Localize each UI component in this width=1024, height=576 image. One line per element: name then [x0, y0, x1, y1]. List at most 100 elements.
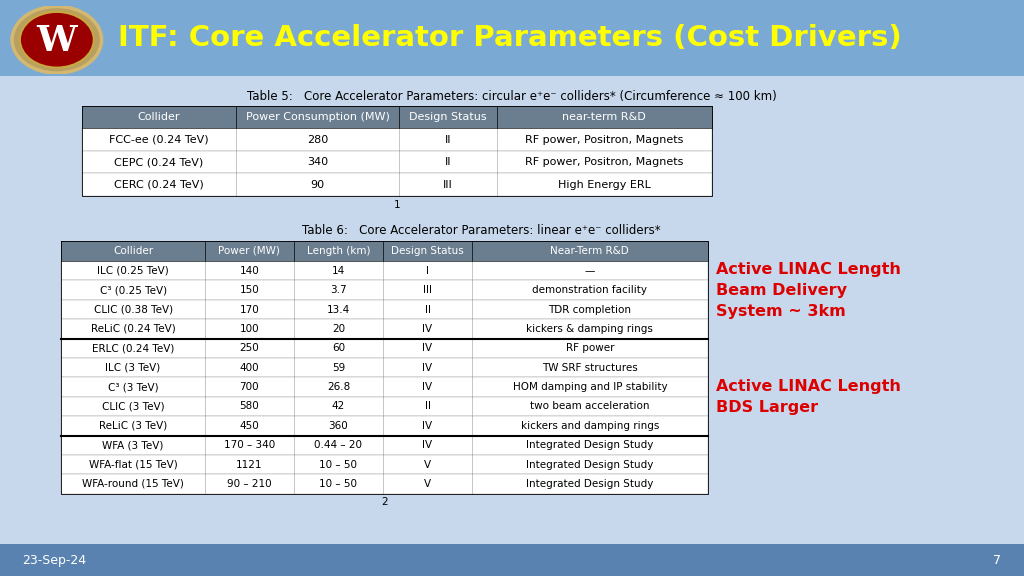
Text: Collider: Collider: [113, 246, 154, 256]
FancyBboxPatch shape: [61, 339, 708, 358]
Text: W: W: [37, 24, 77, 58]
Text: 280: 280: [307, 135, 328, 145]
Text: 10 – 50: 10 – 50: [319, 479, 357, 489]
Text: CERC (0.24 TeV): CERC (0.24 TeV): [114, 180, 204, 190]
Text: TDR completion: TDR completion: [548, 305, 632, 314]
Text: IV: IV: [423, 382, 432, 392]
Text: 10 – 50: 10 – 50: [319, 460, 357, 469]
Text: II: II: [425, 305, 430, 314]
Text: RF power, Positron, Magnets: RF power, Positron, Magnets: [525, 157, 683, 167]
Text: WFA-flat (15 TeV): WFA-flat (15 TeV): [89, 460, 177, 469]
Text: ITF: Core Accelerator Parameters (Cost Drivers): ITF: Core Accelerator Parameters (Cost D…: [118, 24, 901, 52]
Text: Integrated Design Study: Integrated Design Study: [526, 440, 653, 450]
Ellipse shape: [12, 6, 101, 73]
Text: Length (km): Length (km): [306, 246, 371, 256]
Text: 360: 360: [329, 421, 348, 431]
Text: 90: 90: [310, 180, 325, 190]
Text: CLIC (3 TeV): CLIC (3 TeV): [101, 401, 165, 411]
FancyBboxPatch shape: [61, 474, 708, 494]
Text: demonstration facility: demonstration facility: [532, 285, 647, 295]
Text: IV: IV: [423, 421, 432, 431]
Text: 340: 340: [307, 157, 328, 167]
Text: 170 – 340: 170 – 340: [223, 440, 275, 450]
Text: 13.4: 13.4: [327, 305, 350, 314]
Text: kickers and damping rings: kickers and damping rings: [520, 421, 659, 431]
Text: IV: IV: [423, 324, 432, 334]
Text: 100: 100: [240, 324, 259, 334]
FancyBboxPatch shape: [82, 151, 712, 173]
Text: 700: 700: [240, 382, 259, 392]
Text: 23-Sep-24: 23-Sep-24: [23, 554, 87, 567]
Text: Design Status: Design Status: [410, 112, 486, 122]
Text: 1121: 1121: [237, 460, 262, 469]
Text: 170: 170: [240, 305, 259, 314]
Text: Integrated Design Study: Integrated Design Study: [526, 479, 653, 489]
Text: Integrated Design Study: Integrated Design Study: [526, 460, 653, 469]
FancyBboxPatch shape: [82, 128, 712, 151]
Text: Power Consumption (MW): Power Consumption (MW): [246, 112, 389, 122]
Text: I: I: [426, 266, 429, 276]
Text: 60: 60: [332, 343, 345, 353]
Text: ILC (3 TeV): ILC (3 TeV): [105, 363, 161, 373]
FancyBboxPatch shape: [61, 241, 708, 261]
Text: Collider: Collider: [137, 112, 180, 122]
Text: II: II: [425, 401, 430, 411]
Text: Power (MW): Power (MW): [218, 246, 281, 256]
Text: RF power: RF power: [565, 343, 614, 353]
Text: ReLiC (0.24 TeV): ReLiC (0.24 TeV): [91, 324, 175, 334]
FancyBboxPatch shape: [61, 397, 708, 416]
Text: ILC (0.25 TeV): ILC (0.25 TeV): [97, 266, 169, 276]
Text: 0.44 – 20: 0.44 – 20: [314, 440, 362, 450]
Text: ERLC (0.24 TeV): ERLC (0.24 TeV): [92, 343, 174, 353]
FancyBboxPatch shape: [0, 544, 1024, 576]
FancyBboxPatch shape: [61, 319, 708, 339]
Text: 580: 580: [240, 401, 259, 411]
Text: HOM damping and IP stability: HOM damping and IP stability: [512, 382, 668, 392]
Text: Active LINAC Length
BDS Larger: Active LINAC Length BDS Larger: [716, 379, 901, 415]
Text: 14: 14: [332, 266, 345, 276]
Text: IV: IV: [423, 343, 432, 353]
Text: 26.8: 26.8: [327, 382, 350, 392]
Text: Active LINAC Length
Beam Delivery
System ~ 3km: Active LINAC Length Beam Delivery System…: [716, 262, 901, 319]
Text: near-term R&D: near-term R&D: [562, 112, 646, 122]
Text: 2: 2: [381, 497, 388, 507]
Text: Table 6:   Core Accelerator Parameters: linear e⁺e⁻ colliders*: Table 6: Core Accelerator Parameters: li…: [302, 224, 660, 237]
Text: 90 – 210: 90 – 210: [227, 479, 271, 489]
Text: 400: 400: [240, 363, 259, 373]
Text: ReLiC (3 TeV): ReLiC (3 TeV): [99, 421, 167, 431]
Text: 150: 150: [240, 285, 259, 295]
Text: 140: 140: [240, 266, 259, 276]
Text: IV: IV: [423, 440, 432, 450]
Text: CEPC (0.24 TeV): CEPC (0.24 TeV): [114, 157, 204, 167]
Text: RF power, Positron, Magnets: RF power, Positron, Magnets: [525, 135, 683, 145]
Text: C³ (0.25 TeV): C³ (0.25 TeV): [99, 285, 167, 295]
Text: Near-Term R&D: Near-Term R&D: [551, 246, 629, 256]
Text: Design Status: Design Status: [391, 246, 464, 256]
Text: 7: 7: [993, 554, 1001, 567]
Text: two beam acceleration: two beam acceleration: [530, 401, 649, 411]
Text: V: V: [424, 479, 431, 489]
FancyBboxPatch shape: [61, 261, 708, 281]
Text: Table 5:   Core Accelerator Parameters: circular e⁺e⁻ colliders* (Circumference : Table 5: Core Accelerator Parameters: ci…: [247, 90, 777, 103]
FancyBboxPatch shape: [61, 300, 708, 319]
Text: CLIC (0.38 TeV): CLIC (0.38 TeV): [93, 305, 173, 314]
FancyBboxPatch shape: [82, 173, 712, 196]
Text: 3.7: 3.7: [330, 285, 347, 295]
FancyBboxPatch shape: [61, 358, 708, 377]
Text: 20: 20: [332, 324, 345, 334]
Text: IV: IV: [423, 363, 432, 373]
FancyBboxPatch shape: [61, 455, 708, 474]
FancyBboxPatch shape: [61, 377, 708, 397]
Text: High Energy ERL: High Energy ERL: [558, 180, 650, 190]
FancyBboxPatch shape: [61, 435, 708, 455]
Text: II: II: [444, 157, 452, 167]
Text: 450: 450: [240, 421, 259, 431]
Text: II: II: [444, 135, 452, 145]
Text: WFA (3 TeV): WFA (3 TeV): [102, 440, 164, 450]
Text: III: III: [423, 285, 432, 295]
Text: 250: 250: [240, 343, 259, 353]
FancyBboxPatch shape: [0, 0, 1024, 76]
Text: —: —: [585, 266, 595, 276]
Text: 42: 42: [332, 401, 345, 411]
Text: 1: 1: [393, 200, 400, 210]
